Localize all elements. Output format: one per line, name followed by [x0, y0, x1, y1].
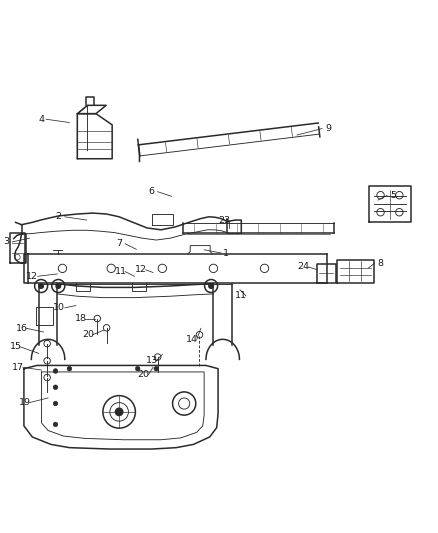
- Text: 12: 12: [26, 272, 38, 281]
- Circle shape: [53, 385, 58, 390]
- Text: 4: 4: [39, 115, 45, 124]
- Text: 14: 14: [186, 335, 198, 344]
- Text: 24: 24: [297, 262, 310, 271]
- Text: 11: 11: [114, 267, 127, 276]
- Circle shape: [53, 422, 58, 427]
- Circle shape: [56, 284, 60, 288]
- Text: 2: 2: [56, 212, 62, 221]
- Text: 16: 16: [16, 324, 28, 333]
- Circle shape: [67, 366, 72, 371]
- Text: 20: 20: [82, 330, 94, 340]
- Text: 10: 10: [53, 303, 65, 312]
- Text: 12: 12: [135, 265, 147, 274]
- Circle shape: [135, 366, 140, 371]
- Text: 18: 18: [74, 314, 87, 324]
- Text: 23: 23: [219, 216, 231, 225]
- Circle shape: [53, 369, 58, 373]
- Text: 19: 19: [19, 398, 31, 407]
- Text: 13: 13: [145, 356, 158, 365]
- Circle shape: [39, 284, 43, 288]
- Text: 15: 15: [10, 342, 21, 351]
- Circle shape: [53, 401, 58, 406]
- Text: 17: 17: [12, 363, 25, 372]
- Text: 20: 20: [138, 370, 150, 379]
- Text: 1: 1: [223, 248, 229, 257]
- Text: 6: 6: [148, 187, 155, 196]
- Circle shape: [116, 408, 123, 416]
- Circle shape: [209, 284, 213, 288]
- Text: 11: 11: [235, 291, 247, 300]
- Text: 9: 9: [325, 124, 331, 133]
- Text: 7: 7: [116, 239, 122, 248]
- Text: 3: 3: [3, 237, 9, 246]
- Circle shape: [154, 366, 159, 371]
- Text: 5: 5: [390, 191, 396, 200]
- Text: 8: 8: [378, 259, 384, 268]
